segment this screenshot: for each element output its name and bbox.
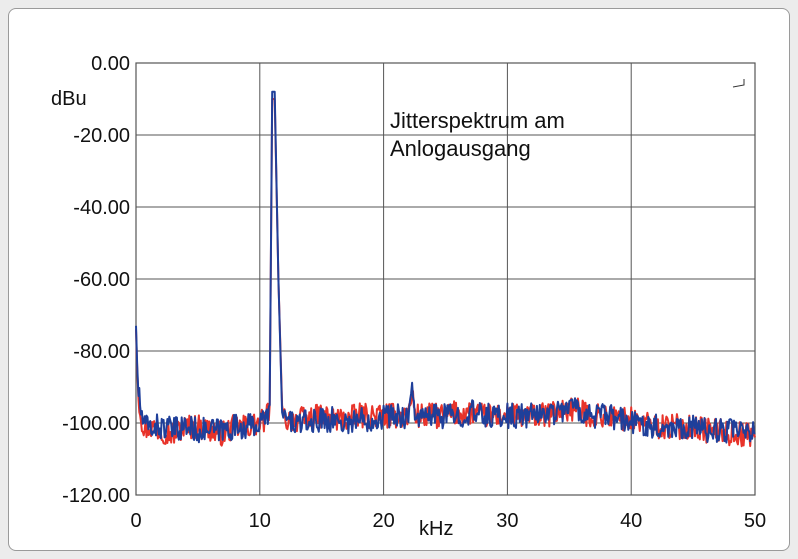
y-tick-label: -60.00	[73, 269, 130, 291]
corner-marker	[732, 79, 745, 88]
y-tick-label: -80.00	[73, 341, 130, 363]
x-tick-label: 40	[620, 510, 642, 532]
x-tick-label: 30	[496, 510, 518, 532]
chart-frame: 0.00 -20.00 -40.00 -60.00 -80.00 -100.00 -120.…	[8, 8, 790, 551]
x-tick-label: 0	[130, 510, 141, 532]
y-axis-ticks: 0.00 -20.00 -40.00 -60.00 -80.00 -100.00 -120.…	[62, 53, 130, 507]
annotation-line-1: Jitterspektrum am	[390, 108, 565, 133]
x-axis-label: kHz	[419, 518, 453, 540]
series-group	[135, 90, 756, 448]
y-tick-label: -120.00	[62, 485, 130, 507]
x-axis-ticks: 0 10 20 30 40 50	[130, 510, 766, 532]
y-axis-label: dBu	[51, 88, 87, 110]
y-tick-label: -40.00	[73, 197, 130, 219]
y-tick-label: 0.00	[91, 53, 130, 75]
annotation-line-2: Anlogausgang	[390, 136, 531, 161]
x-tick-label: 20	[372, 510, 394, 532]
x-tick-label: 50	[744, 510, 766, 532]
series-line-2	[135, 90, 756, 444]
y-tick-label: -100.00	[62, 413, 130, 435]
x-tick-label: 10	[249, 510, 271, 532]
y-tick-label: -20.00	[73, 125, 130, 147]
spectrum-chart: 0.00 -20.00 -40.00 -60.00 -80.00 -100.00 -120.…	[51, 53, 766, 540]
